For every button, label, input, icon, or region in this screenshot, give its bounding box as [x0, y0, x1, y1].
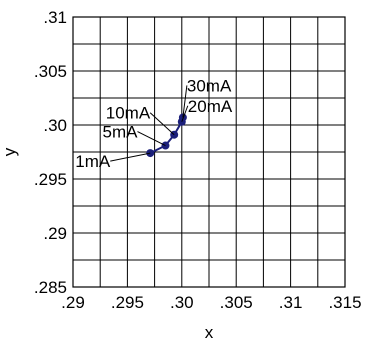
label-leader-line — [182, 85, 188, 118]
x-tick-label: .305 — [220, 293, 253, 312]
y-axis-label: y — [0, 147, 19, 156]
data-point-label: 5mA — [103, 123, 139, 142]
plot-frame — [72, 16, 346, 288]
label-leader-line — [110, 152, 151, 162]
x-tick-label: .31 — [279, 293, 303, 312]
x-tick-label: .29 — [61, 293, 85, 312]
data-point-label: 1mA — [75, 152, 111, 171]
y-tick-label: .31 — [43, 8, 67, 27]
y-tick-label: .29 — [43, 224, 67, 243]
y-tick-label: .305 — [34, 62, 67, 81]
x-axis-label: x — [205, 323, 214, 342]
label-leader-line — [181, 105, 189, 122]
data-point-label: 10mA — [106, 104, 151, 123]
y-tick-label: .295 — [34, 170, 67, 189]
y-tick-labels: .285 .29 .295 .30 .305 .31 — [34, 8, 67, 297]
x-tick-label: .30 — [170, 293, 194, 312]
label-leader-line — [149, 112, 175, 136]
x-tick-labels: .29 .295 .30 .305 .31 .315 — [61, 293, 361, 312]
y-tick-label: .285 — [34, 278, 67, 297]
grid — [73, 17, 345, 287]
series — [146, 113, 187, 158]
data-point-label: 20mA — [188, 97, 233, 116]
label-leader-line — [137, 131, 166, 146]
x-tick-label: .295 — [111, 293, 144, 312]
data-point-label: 30mA — [187, 76, 232, 95]
y-tick-label: .30 — [43, 116, 67, 135]
x-tick-label: .315 — [328, 293, 361, 312]
